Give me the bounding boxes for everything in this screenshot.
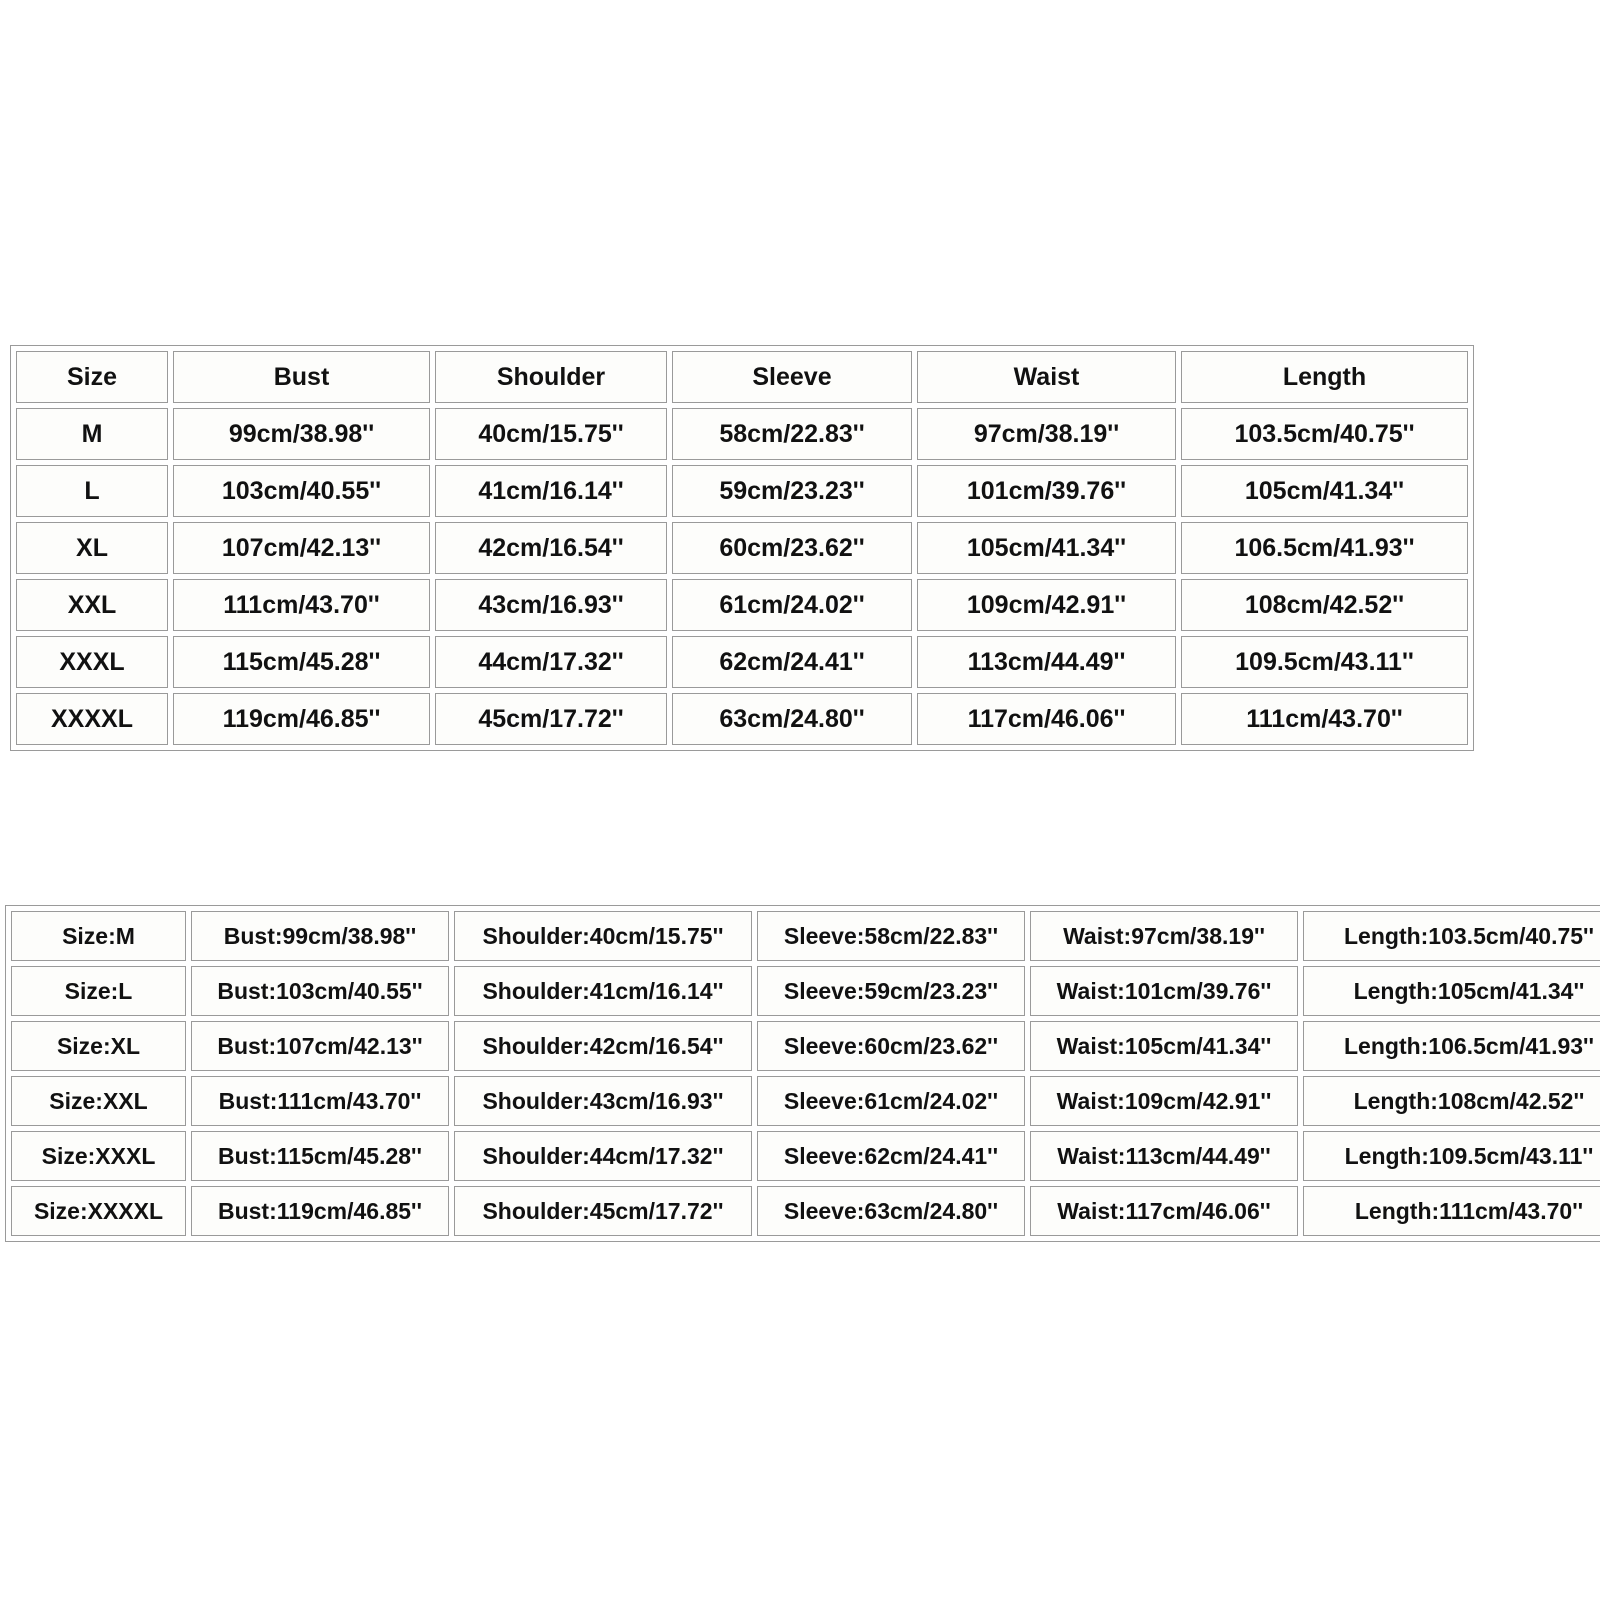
table-cell: Length:111cm/43.70'' <box>1303 1186 1600 1236</box>
column-header: Size <box>16 351 168 403</box>
table-cell: Length:106.5cm/41.93'' <box>1303 1021 1600 1071</box>
table-cell: M <box>16 408 168 460</box>
column-header: Bust <box>173 351 430 403</box>
table-row: XXL 111cm/43.70'' 43cm/16.93'' 61cm/24.02''… <box>16 579 1468 631</box>
table-cell: Waist:117cm/46.06'' <box>1030 1186 1298 1236</box>
table-cell: Length:103.5cm/40.75'' <box>1303 911 1600 961</box>
table-cell: XXXXL <box>16 693 168 745</box>
table-cell: 103.5cm/40.75'' <box>1181 408 1468 460</box>
table-row: XXXL 115cm/45.28'' 44cm/17.32'' 62cm/24.41'… <box>16 636 1468 688</box>
table-cell: 113cm/44.49'' <box>917 636 1176 688</box>
table-cell: 58cm/22.83'' <box>672 408 912 460</box>
table-cell: 42cm/16.54'' <box>435 522 667 574</box>
table-cell: 106.5cm/41.93'' <box>1181 522 1468 574</box>
table-cell: Sleeve:58cm/22.83'' <box>757 911 1025 961</box>
table-cell: Size:M <box>11 911 186 961</box>
table-cell: Waist:97cm/38.19'' <box>1030 911 1298 961</box>
table-cell: Waist:113cm/44.49'' <box>1030 1131 1298 1181</box>
column-header: Waist <box>917 351 1176 403</box>
column-header: Length <box>1181 351 1468 403</box>
table-cell: Shoulder:40cm/15.75'' <box>454 911 752 961</box>
table-cell: Bust:115cm/45.28'' <box>191 1131 449 1181</box>
table-cell: 45cm/17.72'' <box>435 693 667 745</box>
table-cell: XXL <box>16 579 168 631</box>
table-cell: 63cm/24.80'' <box>672 693 912 745</box>
table-cell: 119cm/46.85'' <box>173 693 430 745</box>
table-cell: 105cm/41.34'' <box>917 522 1176 574</box>
table-cell: XL <box>16 522 168 574</box>
table-cell: 109.5cm/43.11'' <box>1181 636 1468 688</box>
table-cell: Length:108cm/42.52'' <box>1303 1076 1600 1126</box>
table-cell: Bust:103cm/40.55'' <box>191 966 449 1016</box>
table-cell: Length:109.5cm/43.11'' <box>1303 1131 1600 1181</box>
table-cell: L <box>16 465 168 517</box>
table-cell: Sleeve:60cm/23.62'' <box>757 1021 1025 1071</box>
table-cell: 101cm/39.76'' <box>917 465 1176 517</box>
table-cell: Bust:99cm/38.98'' <box>191 911 449 961</box>
table-cell: 109cm/42.91'' <box>917 579 1176 631</box>
table-cell: 61cm/24.02'' <box>672 579 912 631</box>
table-row: XXXXL 119cm/46.85'' 45cm/17.72'' 63cm/24.80… <box>16 693 1468 745</box>
table-row: M 99cm/38.98'' 40cm/15.75'' 58cm/22.83'' 97c… <box>16 408 1468 460</box>
table-cell: 59cm/23.23'' <box>672 465 912 517</box>
table-cell: 44cm/17.32'' <box>435 636 667 688</box>
table-cell: 41cm/16.14'' <box>435 465 667 517</box>
table-row: Size:XXXXL Bust:119cm/46.85'' Shoulder:45c… <box>11 1186 1600 1236</box>
table-cell: Shoulder:44cm/17.32'' <box>454 1131 752 1181</box>
table-cell: Waist:105cm/41.34'' <box>1030 1021 1298 1071</box>
column-header: Shoulder <box>435 351 667 403</box>
table-cell: Sleeve:62cm/24.41'' <box>757 1131 1025 1181</box>
table-cell: 97cm/38.19'' <box>917 408 1176 460</box>
table-cell: Shoulder:43cm/16.93'' <box>454 1076 752 1126</box>
table-cell: Size:XXXXL <box>11 1186 186 1236</box>
table-header-row: Size Bust Shoulder Sleeve Waist Length <box>16 351 1468 403</box>
table-cell: Size:XXL <box>11 1076 186 1126</box>
table-cell: 60cm/23.62'' <box>672 522 912 574</box>
table-cell: Sleeve:63cm/24.80'' <box>757 1186 1025 1236</box>
table-cell: 43cm/16.93'' <box>435 579 667 631</box>
table-cell: Bust:111cm/43.70'' <box>191 1076 449 1126</box>
table-cell: 111cm/43.70'' <box>173 579 430 631</box>
table-cell: 107cm/42.13'' <box>173 522 430 574</box>
table-cell: Size:XXXL <box>11 1131 186 1181</box>
table-cell: 111cm/43.70'' <box>1181 693 1468 745</box>
table-cell: Sleeve:59cm/23.23'' <box>757 966 1025 1016</box>
labeled-size-chart-table: Size:M Bust:99cm/38.98'' Shoulder:40cm/15.… <box>5 905 1600 1242</box>
table-cell: 117cm/46.06'' <box>917 693 1176 745</box>
table-cell: XXXL <box>16 636 168 688</box>
table-row: XL 107cm/42.13'' 42cm/16.54'' 60cm/23.62'' 1… <box>16 522 1468 574</box>
table-cell: Shoulder:42cm/16.54'' <box>454 1021 752 1071</box>
table-cell: Size:L <box>11 966 186 1016</box>
table-cell: Length:105cm/41.34'' <box>1303 966 1600 1016</box>
table-cell: 103cm/40.55'' <box>173 465 430 517</box>
table-cell: Bust:119cm/46.85'' <box>191 1186 449 1236</box>
table-row: Size:L Bust:103cm/40.55'' Shoulder:41cm/16… <box>11 966 1600 1016</box>
table-row: Size:XXL Bust:111cm/43.70'' Shoulder:43cm/… <box>11 1076 1600 1126</box>
table-cell: Sleeve:61cm/24.02'' <box>757 1076 1025 1126</box>
table-cell: Waist:101cm/39.76'' <box>1030 966 1298 1016</box>
table-row: L 103cm/40.55'' 41cm/16.14'' 59cm/23.23'' 10… <box>16 465 1468 517</box>
table-cell: Shoulder:45cm/17.72'' <box>454 1186 752 1236</box>
table-cell: 105cm/41.34'' <box>1181 465 1468 517</box>
table-cell: 62cm/24.41'' <box>672 636 912 688</box>
table-cell: Waist:109cm/42.91'' <box>1030 1076 1298 1126</box>
table-row: Size:XL Bust:107cm/42.13'' Shoulder:42cm/1… <box>11 1021 1600 1071</box>
table-row: Size:M Bust:99cm/38.98'' Shoulder:40cm/15.… <box>11 911 1600 961</box>
table-cell: Size:XL <box>11 1021 186 1071</box>
table-cell: 108cm/42.52'' <box>1181 579 1468 631</box>
column-header: Sleeve <box>672 351 912 403</box>
table-row: Size:XXXL Bust:115cm/45.28'' Shoulder:44cm… <box>11 1131 1600 1181</box>
table-cell: Shoulder:41cm/16.14'' <box>454 966 752 1016</box>
table-cell: 40cm/15.75'' <box>435 408 667 460</box>
size-chart-table: Size Bust Shoulder Sleeve Waist Length M 99cm/3… <box>10 345 1474 751</box>
table-cell: Bust:107cm/42.13'' <box>191 1021 449 1071</box>
table-cell: 99cm/38.98'' <box>173 408 430 460</box>
table-cell: 115cm/45.28'' <box>173 636 430 688</box>
